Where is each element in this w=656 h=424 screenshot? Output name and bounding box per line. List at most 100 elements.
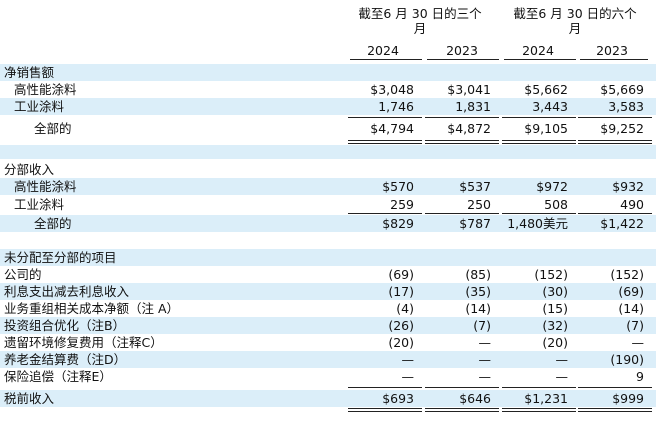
- table-row-pretax: 税前收入 $693 $646 $1,231 $999: [0, 390, 656, 407]
- subtotal-line: [348, 213, 422, 214]
- cell-value: 259: [390, 197, 414, 212]
- header-six-months-line1: 截至6 月 30 日的六个: [513, 6, 637, 21]
- section-title: 净销售额: [4, 65, 55, 80]
- row-label: 业务重组相关成本净额（注 A）: [4, 301, 180, 316]
- cell-value: 9: [636, 369, 644, 384]
- cell-value: 1,746: [378, 99, 414, 114]
- row-label: 工业涂料: [14, 197, 65, 212]
- cell-value: (7): [473, 318, 491, 333]
- header-three-months: 截至6 月 30 日的三个 月: [345, 6, 495, 36]
- cell-value: (32): [542, 318, 568, 333]
- cell-value: $5,662: [524, 82, 568, 97]
- cell-value: (152): [534, 267, 568, 282]
- total-double-line: [425, 140, 499, 144]
- year-header: 2024: [522, 43, 554, 58]
- cell-value: $5,669: [600, 82, 644, 97]
- cell-value: (20): [542, 335, 568, 350]
- table-row: 高性能涂料 $570 $537 $972 $932: [0, 178, 656, 195]
- cell-value: 508: [544, 197, 568, 212]
- cell-value: $570: [382, 179, 414, 194]
- total-double-line: [425, 408, 499, 412]
- subtotal-line: [348, 117, 422, 118]
- spacer-row: [0, 145, 656, 159]
- cell-value: $1,231: [524, 391, 568, 406]
- cell-value: (20): [388, 335, 414, 350]
- table-row: 公司的 (69) (85) (152) (152): [0, 266, 656, 283]
- cell-value: (26): [388, 318, 414, 333]
- row-label: 养老金结算费（注D）: [4, 352, 127, 367]
- cell-value: (69): [618, 284, 644, 299]
- header-six-months: 截至6 月 30 日的六个 月: [500, 6, 650, 36]
- cell-value: (4): [396, 301, 414, 316]
- cell-value: $972: [536, 179, 568, 194]
- row-label: 投资组合优化（注B）: [4, 318, 126, 333]
- cell-value: (15): [542, 301, 568, 316]
- row-label: 利息支出减去利息收入: [4, 284, 130, 299]
- subtotal-line: [578, 213, 652, 214]
- cell-value: (17): [388, 284, 414, 299]
- subtotal-line: [425, 117, 499, 118]
- cell-value: $999: [612, 391, 644, 406]
- total-double-line: [502, 408, 576, 412]
- cell-value: —: [555, 352, 569, 367]
- cell-value: (69): [388, 267, 414, 282]
- section-net-sales-title: 净销售额: [0, 64, 656, 81]
- cell-value: $537: [459, 179, 491, 194]
- cell-value: —: [401, 352, 415, 367]
- row-label: 全部的: [34, 216, 72, 231]
- section-segment-income-title: 分部收入: [0, 161, 656, 178]
- cell-value: (7): [626, 318, 644, 333]
- cell-value: —: [555, 369, 569, 384]
- section-title: 未分配至分部的项目: [4, 250, 117, 265]
- table-row-total: 全部的 $829 $787 1,480美元 $1,422: [0, 215, 656, 232]
- cell-value: $1,422: [600, 216, 644, 231]
- year-underline: [427, 59, 499, 60]
- total-double-line: [578, 140, 652, 144]
- cell-value: (152): [610, 267, 644, 282]
- cell-value: $787: [459, 216, 491, 231]
- row-label: 遗留环境修复费用（注释C）: [4, 335, 163, 350]
- row-label: 税前收入: [4, 391, 55, 406]
- cell-value: $3,041: [447, 82, 491, 97]
- table-row: 投资组合优化（注B） (26) (7) (32) (7): [0, 317, 656, 334]
- subtotal-line: [578, 117, 652, 118]
- table-row: 工业涂料 259 250 508 490: [0, 196, 656, 213]
- spacer-row: [0, 232, 656, 248]
- cell-value: $646: [459, 391, 491, 406]
- table-row: 业务重组相关成本净额（注 A） (4) (14) (15) (14): [0, 300, 656, 317]
- cell-value: 1,480美元: [507, 216, 568, 231]
- section-unallocated-title: 未分配至分部的项目: [0, 249, 656, 266]
- year-header: 2024: [367, 43, 399, 58]
- subtotal-line: [502, 213, 576, 214]
- total-double-line: [502, 140, 576, 144]
- cell-value: 250: [467, 197, 491, 212]
- cell-value: 1,831: [455, 99, 491, 114]
- cell-value: $829: [382, 216, 414, 231]
- row-label: 高性能涂料: [14, 82, 77, 97]
- cell-value: (30): [542, 284, 568, 299]
- cell-value: 490: [620, 197, 644, 212]
- row-label: 高性能涂料: [14, 179, 77, 194]
- table-row: 保险追偿（注释E） — — — 9: [0, 368, 656, 385]
- table-row: 工业涂料 1,746 1,831 3,443 3,583: [0, 98, 656, 115]
- table-row: 高性能涂料 $3,048 $3,041 $5,662 $5,669: [0, 81, 656, 98]
- cell-value: (14): [618, 301, 644, 316]
- row-label: 公司的: [4, 267, 42, 282]
- cell-value: —: [401, 369, 415, 384]
- header-six-months-line2: 月: [568, 21, 582, 36]
- header-three-months-line1: 截至6 月 30 日的三个: [358, 6, 482, 21]
- cell-value: 3,443: [532, 99, 568, 114]
- year-underline: [350, 59, 422, 60]
- total-double-line: [578, 408, 652, 412]
- cell-value: $9,105: [524, 121, 568, 136]
- cell-value: $9,252: [600, 121, 644, 136]
- year-underline: [504, 59, 576, 60]
- cell-value: $3,048: [370, 82, 414, 97]
- cell-value: $693: [382, 391, 414, 406]
- row-label: 保险追偿（注释E）: [4, 369, 112, 384]
- row-label: 工业涂料: [14, 99, 65, 114]
- cell-value: 3,583: [608, 99, 644, 114]
- subtotal-line: [502, 117, 576, 118]
- header-three-months-line2: 月: [413, 21, 427, 36]
- cell-value: $932: [612, 179, 644, 194]
